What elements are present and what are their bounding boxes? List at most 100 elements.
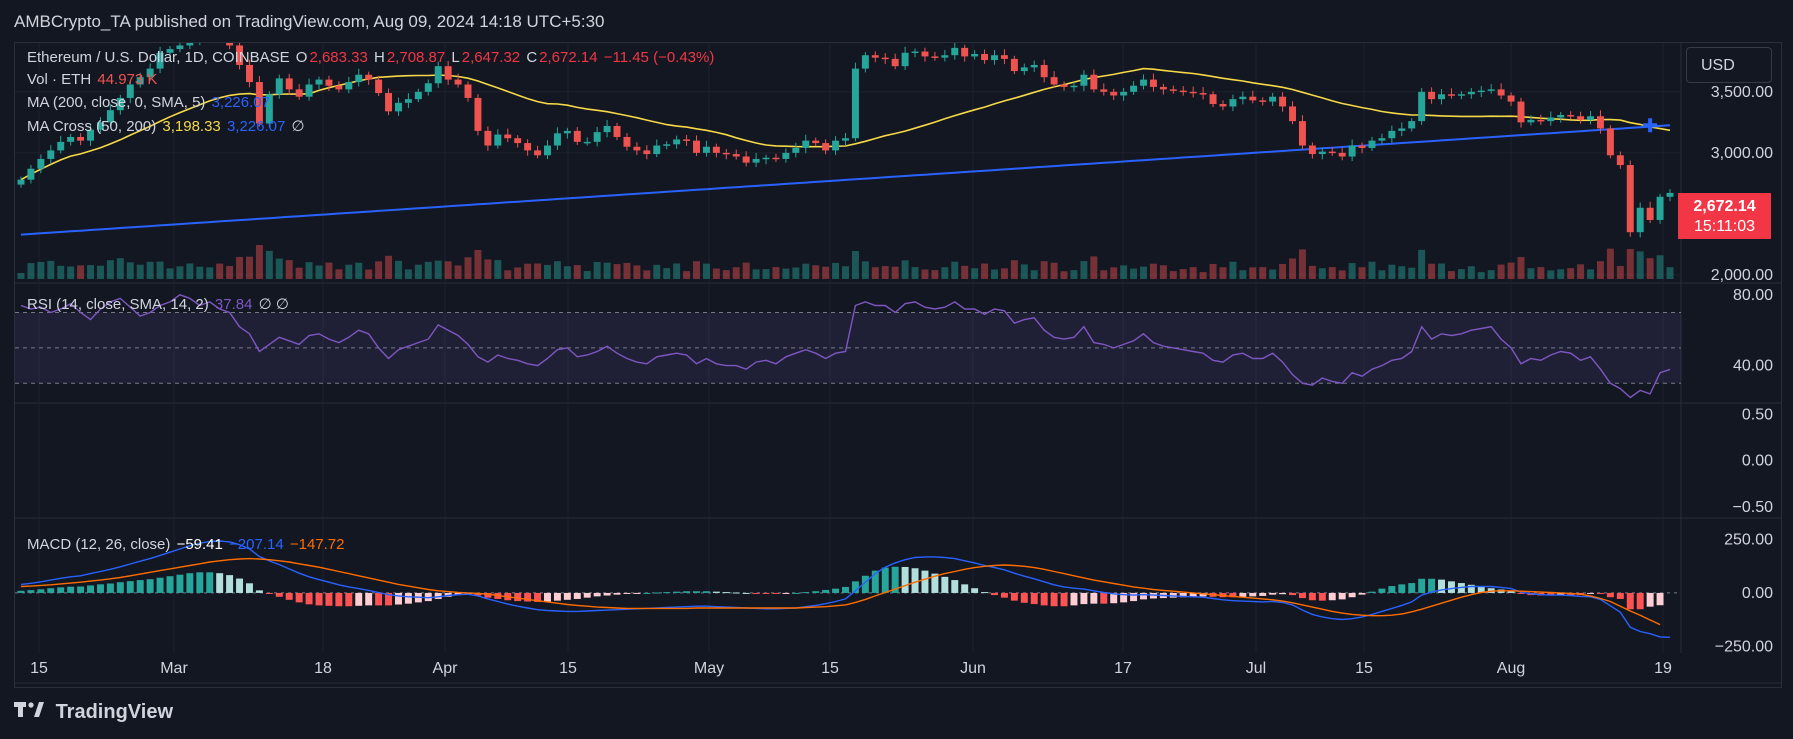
- volume-bar: [613, 264, 621, 279]
- volume-bar: [1527, 268, 1535, 279]
- volume-legend[interactable]: Vol · ETH 44.973 K: [27, 71, 159, 88]
- volume-bar: [712, 268, 720, 279]
- volume-bar: [146, 261, 154, 279]
- volume-bar: [971, 268, 979, 279]
- candle-body: [1547, 117, 1555, 122]
- macd-histogram-bar: [255, 590, 263, 593]
- macd-histogram-bar: [1636, 592, 1644, 610]
- macd-histogram-bar: [524, 592, 532, 602]
- macd-histogram-bar: [553, 592, 561, 601]
- macd-hist-value: −59.41: [176, 536, 223, 553]
- time-tick-label: 15: [559, 660, 577, 677]
- macd-histogram-bar: [732, 592, 740, 594]
- candle-body: [613, 125, 621, 137]
- symbol-title[interactable]: Ethereum / U.S. Dollar, 1D, COINBASE: [27, 49, 290, 66]
- volume-bar: [593, 261, 601, 279]
- volume-bar: [1249, 267, 1257, 279]
- volume-bar: [782, 268, 790, 279]
- open-value: 2,683.33: [309, 49, 368, 66]
- volume-bar: [1140, 266, 1147, 279]
- macd-histogram-bar: [1010, 592, 1018, 601]
- candle-body: [1298, 121, 1306, 146]
- volume-bar: [871, 267, 879, 279]
- currency-button[interactable]: USD: [1686, 47, 1772, 83]
- candle-body: [524, 143, 532, 151]
- time-tick-label: May: [694, 660, 724, 677]
- volume-bar: [1130, 268, 1138, 279]
- macd-histogram-bar: [722, 592, 730, 594]
- volume-bar: [553, 261, 561, 279]
- volume-bar: [1279, 263, 1287, 279]
- volume-bar: [434, 260, 442, 279]
- macd-histogram-bar: [712, 591, 720, 593]
- ma-cross-legend[interactable]: MA Cross (50, 200) 3,198.33 3,226.07 ∅: [27, 117, 307, 135]
- volume-bar: [325, 262, 333, 279]
- volume-bar: [345, 264, 353, 279]
- candle-body: [1557, 115, 1565, 118]
- macd-legend[interactable]: MACD (12, 26, close) −59.41 −207.14 −147…: [27, 536, 346, 553]
- macd-histogram-bar: [1547, 592, 1555, 596]
- volume-bar: [245, 256, 253, 279]
- volume-bar: [395, 260, 402, 279]
- candle-body: [712, 146, 720, 153]
- time-tick-label: 17: [1114, 660, 1132, 677]
- volume-bar: [1179, 269, 1187, 279]
- candle-body: [1289, 106, 1296, 122]
- tradingview-brand[interactable]: TradingView: [14, 701, 173, 724]
- candle-body: [673, 139, 681, 145]
- volume-value: 44.973 K: [97, 71, 158, 88]
- candle-body: [335, 85, 343, 90]
- volume-bar: [17, 273, 25, 279]
- macd-histogram-bar: [1398, 584, 1406, 593]
- close-value: 2,672.14: [539, 49, 598, 66]
- volume-bar: [1487, 270, 1495, 279]
- macd-histogram-bar: [1517, 592, 1525, 594]
- candle-body: [1219, 104, 1227, 107]
- volume-bar: [1010, 260, 1018, 279]
- ma-label: MA (200, close, 0, SMA, 5): [27, 94, 206, 111]
- macd-histogram-bar: [842, 586, 849, 593]
- ma-legend[interactable]: MA (200, close, 0, SMA, 5) 3,226.07: [27, 94, 272, 111]
- volume-bar: [1517, 257, 1525, 279]
- macd-histogram-bar: [434, 592, 442, 599]
- candle-body: [96, 122, 104, 130]
- candle-body: [325, 79, 333, 86]
- macd-histogram-bar: [861, 575, 869, 593]
- candle-body: [315, 79, 323, 85]
- volume-bar: [196, 266, 204, 279]
- macd-histogram-bar: [265, 592, 273, 595]
- candle-body: [951, 47, 959, 56]
- macd-histogram-bar: [1000, 592, 1008, 598]
- symbol-legend: Ethereum / U.S. Dollar, 1D, COINBASE O 2,…: [27, 49, 716, 66]
- volume-bar: [484, 259, 492, 279]
- volume-bar: [1090, 256, 1098, 279]
- macd-histogram-bar: [593, 592, 601, 597]
- volume-bar: [1020, 264, 1028, 279]
- macd-histogram-bar: [563, 592, 571, 600]
- candle-body: [106, 110, 114, 123]
- macd-signal-line: [20, 557, 1661, 626]
- last-price: 2,672.14: [1693, 198, 1756, 215]
- candle-body: [1656, 196, 1664, 220]
- volume-bar: [702, 263, 710, 279]
- macd-histogram-bar: [1110, 592, 1118, 604]
- price-tick-label: 3,500.00: [1711, 84, 1773, 101]
- macd-histogram-bar: [106, 583, 114, 593]
- rsi-legend[interactable]: RSI (14, close, SMA, 14, 2) 37.84 ∅ ∅: [27, 295, 291, 313]
- candle-body: [464, 84, 472, 98]
- macd-histogram-bar: [156, 577, 164, 593]
- time-tick-label: Jun: [960, 660, 986, 677]
- volume-bar: [861, 261, 869, 279]
- rsi-label: RSI (14, close, SMA, 14, 2): [27, 296, 209, 313]
- volume-bar: [1030, 270, 1038, 279]
- candle-body: [1626, 165, 1634, 233]
- volume-bar: [1408, 267, 1416, 279]
- volume-bar: [67, 266, 75, 279]
- chart-canvas[interactable]: 3,500.00 3,000.00 2,000.00 80.00 40.00 0.50 0.…: [15, 43, 1781, 687]
- macd-histogram-bar: [653, 592, 661, 594]
- candle-body: [345, 82, 353, 90]
- volume-bar: [1289, 258, 1296, 279]
- macd-histogram-bar: [981, 592, 989, 594]
- chart-frame[interactable]: 3,500.00 3,000.00 2,000.00 80.00 40.00 0.50 0.…: [14, 42, 1782, 688]
- candle-body: [1447, 94, 1455, 96]
